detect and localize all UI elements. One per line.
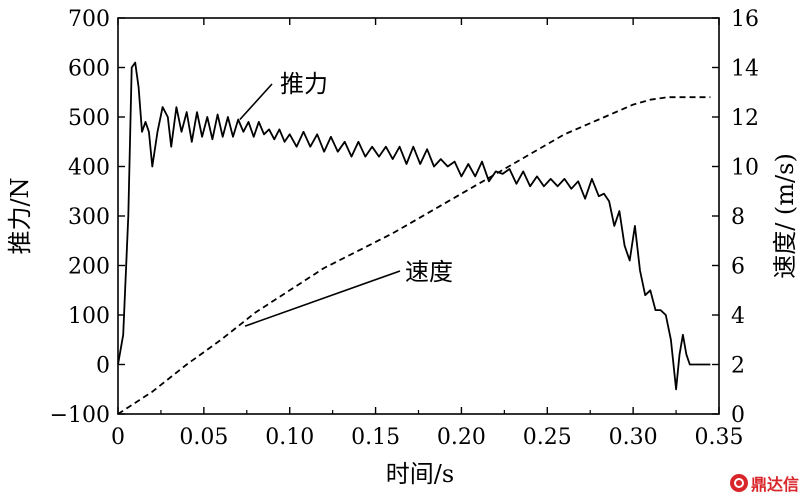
y-axis-label-left: 推力/N [6, 177, 34, 254]
tick-labels: 0 0.05 0.10 0.15 0.20 0.25 0.30 0.35−1000100200… [50, 7, 759, 450]
plot-border [117, 17, 720, 415]
y-right-tick-label: 16 [731, 7, 759, 32]
y-right-tick-label: 6 [731, 255, 745, 280]
watermark-text: 鼎达信 [750, 475, 799, 494]
y-left-tick-label: 700 [68, 7, 110, 32]
y-right-tick-label: 2 [731, 354, 745, 379]
y-left-tick-label: 200 [68, 255, 110, 280]
plot-frame [117, 17, 720, 415]
y-left-tick-label: 600 [68, 57, 110, 82]
y-right-tick-label: 10 [731, 156, 759, 181]
series-lines [117, 61, 711, 415]
annotation-leader-line [239, 83, 273, 121]
velocity-annotation-label: 速度 [405, 258, 453, 286]
y-right-tick-label: 4 [731, 304, 745, 329]
watermark: 鼎达信 [729, 471, 799, 495]
y-left-tick-label: 400 [68, 156, 110, 181]
y-left-tick-label: 0 [96, 354, 110, 379]
x-tick-label: 0.20 [437, 425, 486, 450]
x-tick-label: 0.30 [609, 425, 658, 450]
annotation-leader-line [244, 270, 401, 327]
x-tick-label: 0.35 [695, 425, 744, 450]
y-right-tick-label: 14 [731, 57, 759, 82]
thrust-line [117, 61, 711, 391]
y-left-tick-label: 100 [68, 304, 110, 329]
x-tick-label: 0 [111, 425, 125, 450]
x-tick-label: 0.25 [523, 425, 572, 450]
y-right-tick-label: 8 [731, 205, 745, 230]
tick-marks [117, 17, 720, 415]
x-axis-label: 时间/s [386, 460, 454, 488]
velocity-line [117, 96, 711, 415]
y-left-tick-label: 300 [68, 205, 110, 230]
y-right-tick-label: 0 [731, 403, 745, 428]
y-axis-label-right: 速度/ (m/s) [771, 153, 799, 279]
x-tick-label: 0.10 [265, 425, 314, 450]
y-right-tick-label: 12 [731, 106, 759, 131]
thrust-annotation-label: 推力 [280, 70, 328, 98]
brand-logo-icon [729, 474, 748, 492]
y-left-tick-label: −100 [50, 403, 110, 428]
y-left-tick-label: 500 [68, 106, 110, 131]
x-tick-label: 0.15 [351, 425, 400, 450]
x-tick-label: 0.05 [179, 425, 228, 450]
